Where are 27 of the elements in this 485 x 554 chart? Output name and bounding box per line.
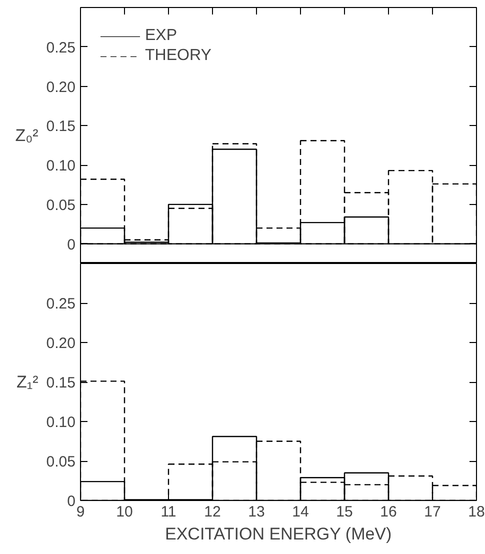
y-tick-label: 0.10 [46, 158, 76, 175]
y-tick-label: 0.20 [46, 78, 76, 96]
y-axis-title: Z₁² [16, 372, 39, 392]
y-tick-label: 0.05 [46, 454, 76, 470]
x-tick-label: 9 [76, 504, 85, 520]
y-tick-label: 0 [67, 236, 76, 254]
y-tick-label: 0.05 [46, 196, 76, 214]
y-tick-label: 0.25 [46, 39, 76, 56]
y-axis-title: Z₀² [15, 126, 39, 145]
y-tick-label: 0.15 [46, 118, 76, 136]
y-tick-label: 0 [67, 493, 76, 510]
x-tick-label: 13 [248, 504, 265, 520]
x-tick-label: 17 [424, 504, 441, 520]
y-tick-label: 0.20 [46, 335, 76, 352]
x-tick-label: 16 [380, 504, 397, 520]
y-tick-label: 0.15 [46, 374, 76, 392]
x-tick-label: 18 [468, 504, 485, 520]
legend-label: EXP [145, 27, 178, 45]
x-tick-label: 10 [116, 504, 133, 520]
x-tick-label: 11 [160, 504, 176, 520]
legend-label: THEORY [145, 47, 212, 65]
y-tick-label: 0.10 [46, 414, 76, 431]
y-tick-label: 0.25 [46, 296, 76, 312]
x-tick-label: 12 [204, 504, 221, 520]
x-axis-title: EXCITATION ENERGY (MeV) [165, 524, 392, 544]
x-tick-label: 14 [292, 504, 309, 520]
x-tick-label: 15 [336, 504, 353, 520]
